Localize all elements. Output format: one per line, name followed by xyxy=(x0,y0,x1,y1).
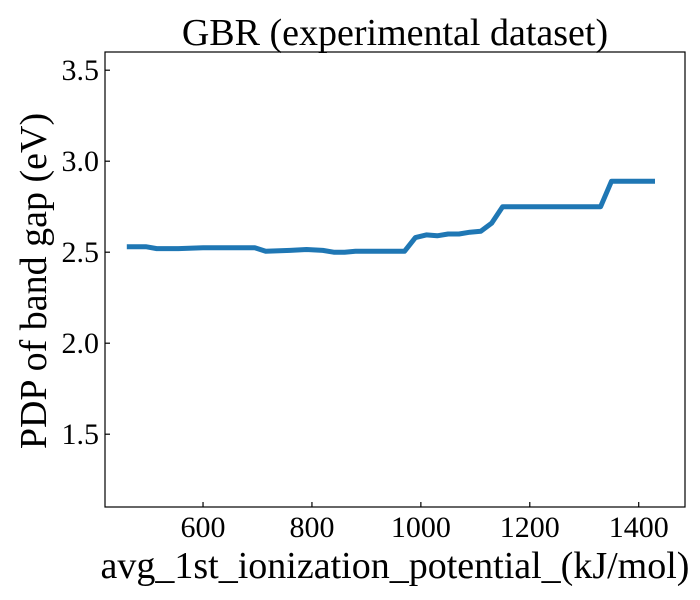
y-axis-label: PDP of band gap (eV) xyxy=(13,113,55,449)
x-tick-label: 800 xyxy=(289,511,334,544)
y-tick-label: 3.0 xyxy=(62,145,100,178)
axes-frame xyxy=(104,51,686,508)
y-axis-ticks: 1.5 2.0 2.5 3.0 3.5 xyxy=(62,54,110,451)
y-tick-label: 1.5 xyxy=(62,418,100,451)
x-axis-label: avg_1st_ionization_potential_(kJ/mol) xyxy=(101,545,690,587)
x-tick-label: 1000 xyxy=(391,511,451,544)
plot-area: 1.5 2.0 2.5 3.0 3.5 600 800 1000 1200 1400 xyxy=(62,51,686,544)
x-tick-label: 600 xyxy=(181,511,226,544)
y-tick-label: 3.5 xyxy=(62,54,100,87)
x-axis-ticks: 600 800 1000 1200 1400 xyxy=(181,502,669,544)
y-tick-label: 2.0 xyxy=(62,327,100,360)
y-tick-label: 2.5 xyxy=(62,236,100,269)
series-line xyxy=(126,178,655,255)
chart-title: GBR (experimental dataset) xyxy=(182,12,608,54)
x-tick-label: 1200 xyxy=(500,511,560,544)
x-tick-label: 1400 xyxy=(609,511,669,544)
